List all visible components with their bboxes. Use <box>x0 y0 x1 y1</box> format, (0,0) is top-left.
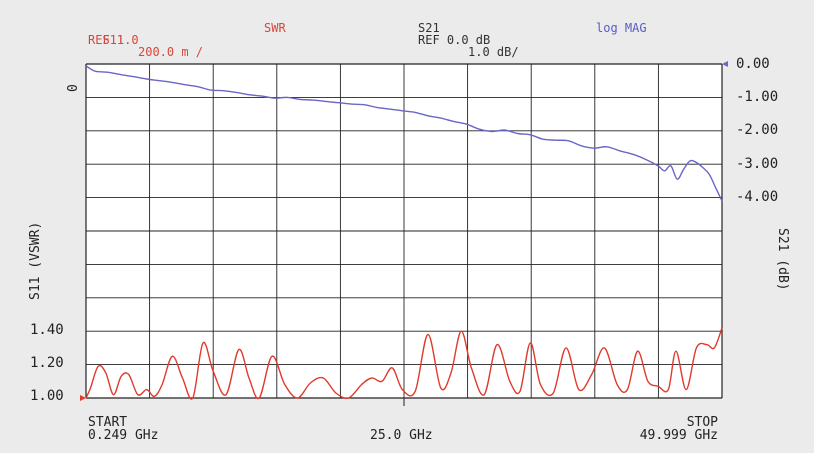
x-center-value: 25.0 GHz <box>370 428 433 443</box>
s21-ref: REF 0.0 dB <box>418 33 491 47</box>
s21-ref-marker <box>722 61 728 67</box>
s11-scale: 200.0 m / <box>138 45 204 59</box>
right-tick-2: -2.00 <box>736 122 779 138</box>
s11-ref-marker <box>80 395 86 401</box>
right-tick-1: -1.00 <box>736 89 779 105</box>
x-start-value: 0.249 GHz <box>88 428 159 443</box>
left-tick-2: 1.00 <box>30 388 64 404</box>
s21-scale: 1.0 dB/ <box>468 45 519 59</box>
s11-label-text: S11 <box>102 33 125 47</box>
x-stop-label: STOP <box>686 415 718 430</box>
s21-format: log MAG <box>596 21 647 35</box>
s21-label: S21 <box>418 21 440 35</box>
x-start-label: START <box>88 415 128 430</box>
right-tick-4: -4.00 <box>736 189 779 205</box>
left-tick-0: 1.40 <box>30 322 64 338</box>
s11-format: SWR <box>264 21 286 35</box>
series-line-s21 <box>85 65 723 202</box>
left-tick-1: 1.20 <box>30 355 64 371</box>
right-tick-0: 0.00 <box>736 56 770 72</box>
series-line-s11 <box>85 327 723 400</box>
x-stop-value: 49.999 GHz <box>639 428 718 443</box>
s11-label: S11 <box>88 22 124 46</box>
s11-ref: REF 1.0 <box>88 33 139 47</box>
right-tick-3: -3.00 <box>736 156 779 172</box>
